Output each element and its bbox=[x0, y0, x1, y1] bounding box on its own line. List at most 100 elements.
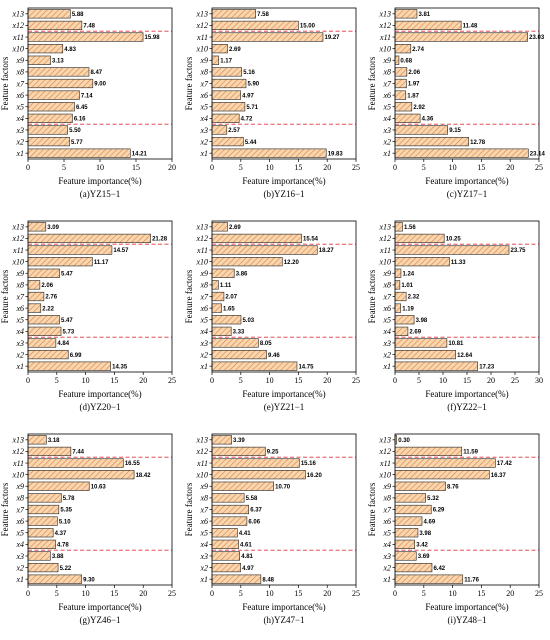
bar-x3 bbox=[211, 125, 228, 135]
value-label-x12: 15.54 bbox=[303, 237, 319, 243]
value-label-x6: 6.06 bbox=[248, 519, 260, 525]
bar-x12 bbox=[211, 20, 299, 31]
bar-x11 bbox=[211, 32, 324, 42]
y-tick-label-x11: x11 bbox=[379, 33, 391, 42]
value-label-x13: 3.18 bbox=[48, 438, 60, 444]
x-tick-label: 0 bbox=[26, 376, 30, 385]
value-label-x11: 23.75 bbox=[511, 248, 527, 254]
x-tick-label: 0 bbox=[393, 376, 397, 385]
y-tick-label-x10: x10 bbox=[11, 257, 24, 266]
value-label-x11: 15.98 bbox=[145, 35, 161, 41]
value-label-x3: 9.15 bbox=[449, 128, 461, 134]
bar-x10 bbox=[394, 44, 412, 54]
bar-x1 bbox=[211, 574, 262, 584]
value-label-x7: 2.76 bbox=[45, 295, 57, 301]
value-label-x6: 7.14 bbox=[81, 93, 93, 99]
x-axis-title: Feature importance(%) bbox=[242, 176, 325, 186]
y-tick-label-x11: x11 bbox=[379, 459, 391, 468]
plot-frame bbox=[27, 433, 173, 586]
bar-x8 bbox=[27, 67, 90, 77]
value-label-x12: 11.59 bbox=[463, 450, 478, 456]
value-label-x9: 1.17 bbox=[220, 58, 232, 64]
value-label-x12: 10.25 bbox=[446, 237, 462, 243]
y-tick-label-x3: x3 bbox=[199, 339, 208, 348]
y-tick-label-x9: x9 bbox=[382, 482, 391, 491]
y-tick-label-x5: x5 bbox=[15, 316, 24, 325]
value-label-x4: 4.72 bbox=[241, 117, 253, 123]
panel-caption: (e)YZ21−1 bbox=[264, 402, 305, 412]
bar-x9 bbox=[27, 268, 60, 278]
y-tick-label-x7: x7 bbox=[382, 292, 392, 301]
value-label-x12: 7.48 bbox=[83, 24, 95, 30]
value-label-x13: 3.39 bbox=[233, 438, 245, 444]
y-tick-label-x13: x13 bbox=[195, 223, 208, 232]
value-label-x3: 4.81 bbox=[241, 554, 253, 560]
chart-panel-9: 11.76 x1 6.42 x2 3.69 x3 3.42 x4 3.98 x5 4.69 x6 6.2… bbox=[367, 433, 543, 625]
y-tick-label-x9: x9 bbox=[382, 269, 391, 278]
y-tick-label-x7: x7 bbox=[15, 505, 25, 514]
y-tick-label-x12: x12 bbox=[195, 447, 208, 456]
y-tick-label-x11: x11 bbox=[12, 33, 24, 42]
bar-x12 bbox=[394, 233, 445, 244]
x-tick-label: 5 bbox=[422, 163, 426, 172]
bar-x11 bbox=[27, 32, 144, 42]
y-tick-label-x4: x4 bbox=[382, 114, 391, 123]
bar-x6 bbox=[394, 516, 423, 526]
y-tick-label-x6: x6 bbox=[199, 304, 208, 313]
value-label-x3: 8.05 bbox=[260, 341, 272, 347]
y-tick-label-x13: x13 bbox=[195, 10, 208, 19]
value-label-x5: 2.92 bbox=[413, 105, 425, 111]
bar-x9 bbox=[27, 55, 51, 65]
y-tick-label-x2: x2 bbox=[382, 563, 391, 572]
bar-x10 bbox=[211, 44, 228, 54]
bar-x4 bbox=[27, 326, 62, 336]
y-tick-label-x11: x11 bbox=[196, 33, 208, 42]
value-label-x10: 12.20 bbox=[284, 260, 300, 266]
y-tick-label-x8: x8 bbox=[382, 494, 391, 503]
bar-x1 bbox=[394, 574, 464, 584]
y-tick-label-x8: x8 bbox=[199, 68, 208, 77]
y-tick-label-x10: x10 bbox=[195, 257, 208, 266]
y-tick-label-x9: x9 bbox=[199, 269, 208, 278]
bar-x1 bbox=[27, 148, 131, 158]
value-label-x2: 6.42 bbox=[433, 566, 445, 572]
bar-x3 bbox=[394, 551, 417, 561]
bar-x1 bbox=[394, 361, 479, 371]
y-tick-label-x11: x11 bbox=[196, 459, 208, 468]
value-label-x7: 9.00 bbox=[94, 82, 106, 88]
x-tick-label: 15 bbox=[294, 376, 302, 385]
value-label-x1: 17.23 bbox=[479, 364, 495, 370]
y-tick-label-x10: x10 bbox=[378, 44, 391, 53]
bar-x11 bbox=[211, 245, 318, 255]
x-tick-label: 25 bbox=[352, 376, 360, 385]
value-label-x8: 5.32 bbox=[427, 496, 439, 502]
value-label-x8: 2.06 bbox=[408, 70, 420, 76]
value-label-x8: 1.01 bbox=[401, 283, 413, 289]
bar-x1 bbox=[211, 148, 327, 158]
y-tick-label-x13: x13 bbox=[378, 436, 391, 445]
bar-x2 bbox=[211, 562, 241, 573]
bar-x5 bbox=[211, 528, 238, 538]
y-tick-label-x13: x13 bbox=[195, 436, 208, 445]
chart-panel-3: 23.14 x1 12.78 x2 9.15 x3 4.36 x4 2.92 x5 1.87 x6 1.… bbox=[367, 7, 546, 199]
bar-x12 bbox=[211, 446, 266, 457]
value-label-x7: 2.07 bbox=[225, 295, 237, 301]
x-tick-label: 5 bbox=[239, 376, 243, 385]
y-tick-label-x8: x8 bbox=[199, 281, 208, 290]
bar-x5 bbox=[27, 315, 60, 325]
y-tick-label-x1: x1 bbox=[15, 575, 24, 584]
value-label-x11: 18.27 bbox=[319, 248, 335, 254]
value-label-x1: 23.14 bbox=[530, 151, 546, 157]
x-tick-label: 25 bbox=[511, 376, 519, 385]
value-label-x2: 4.97 bbox=[242, 566, 254, 572]
value-label-x5: 4.41 bbox=[239, 531, 251, 537]
bar-x11 bbox=[394, 32, 528, 42]
y-tick-label-x4: x4 bbox=[382, 540, 391, 549]
value-label-x9: 8.76 bbox=[447, 484, 459, 490]
bar-x2 bbox=[394, 349, 456, 360]
panel-caption: (c)YZ17−1 bbox=[447, 189, 488, 199]
value-label-x11: 19.27 bbox=[324, 35, 340, 41]
value-label-x9: 10.70 bbox=[275, 484, 291, 490]
value-label-x10: 16.37 bbox=[491, 473, 507, 479]
bar-x6 bbox=[394, 90, 407, 100]
